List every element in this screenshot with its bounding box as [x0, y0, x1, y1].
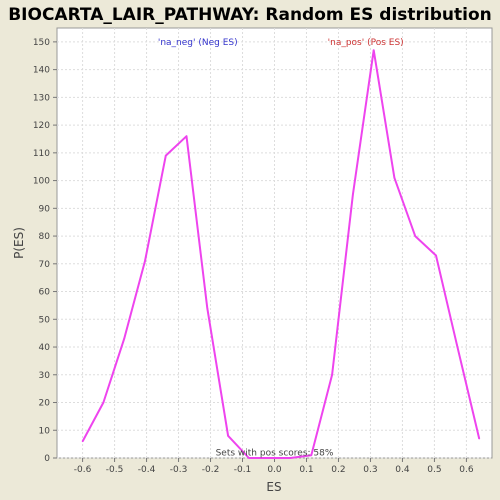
data-point: [206, 307, 209, 309]
x-tick-label: 0.4: [395, 465, 410, 475]
y-tick-label: 100: [33, 177, 50, 187]
y-tick-label: 110: [33, 149, 50, 159]
data-point: [372, 49, 375, 51]
y-tick-label: 70: [39, 260, 51, 270]
x-tick-label: 0.1: [299, 465, 313, 475]
x-tick-label: 0.3: [363, 465, 377, 475]
annotation-label: Sets with pos scores: 58%: [216, 448, 334, 458]
data-point: [352, 193, 354, 196]
data-point: [435, 254, 437, 257]
y-tick-label: 20: [39, 399, 51, 409]
x-tick-label: 0.5: [427, 465, 441, 475]
data-point: [248, 457, 250, 459]
data-point: [144, 260, 146, 262]
chart-title: BIOCARTA_LAIR_PATHWAY: Random ES distrib…: [8, 5, 492, 25]
y-axis-label: P(ES): [12, 227, 26, 259]
data-point: [310, 454, 313, 457]
data-point: [289, 457, 292, 459]
data-point: [185, 135, 188, 137]
x-tick-label: -0.2: [202, 465, 220, 475]
annotation-label: 'na_neg' (Neg ES): [158, 38, 238, 48]
data-point: [164, 154, 167, 157]
series-layer: [81, 49, 481, 459]
y-axis-ticks: 0 10 20 30 40 50 60 70 80 90 100 110 120 130 140 150: [33, 38, 57, 464]
data-point: [478, 437, 481, 440]
data-point: [393, 177, 396, 179]
x-tick-label: -0.1: [234, 465, 252, 475]
data-point: [102, 401, 105, 404]
data-point: [414, 235, 417, 237]
annotations: 'na_neg' (Neg ES) 'na_pos' (Pos ES) Sets w…: [158, 38, 404, 459]
x-tick-label: -0.6: [74, 465, 92, 475]
data-point: [331, 373, 333, 376]
data-point: [268, 457, 271, 459]
x-tick-label: 0.2: [331, 465, 345, 475]
x-tick-label: -0.4: [138, 465, 156, 475]
annotation-label: 'na_pos' (Pos ES): [328, 38, 404, 48]
series-line: [81, 49, 481, 459]
data-point: [81, 440, 84, 443]
y-tick-label: 140: [33, 66, 50, 76]
x-tick-label: 0.0: [267, 465, 282, 475]
x-tick-label: 0.6: [459, 465, 474, 475]
plot-area: [56, 27, 493, 459]
data-point: [456, 343, 458, 346]
y-tick-label: 150: [33, 38, 50, 48]
y-tick-label: 40: [39, 343, 51, 353]
x-tick-label: -0.3: [170, 465, 188, 475]
y-tick-label: 90: [39, 204, 51, 214]
y-tick-label: 80: [39, 232, 51, 242]
y-tick-label: 0: [44, 454, 50, 464]
data-point: [123, 337, 125, 340]
y-tick-label: 10: [39, 426, 51, 436]
data-point: [227, 435, 229, 437]
x-tick-label: -0.5: [106, 465, 124, 475]
x-axis-label: ES: [266, 480, 281, 494]
y-tick-label: 30: [39, 371, 51, 381]
y-tick-label: 60: [39, 288, 51, 298]
y-tick-label: 130: [33, 93, 50, 103]
x-axis-ticks: -0.6 -0.5 -0.4 -0.3 -0.2 -0.1 0.0 0.1 0.2 0.3 0.4 0…: [74, 458, 474, 475]
y-tick-label: 120: [33, 121, 50, 131]
grid: [57, 28, 492, 459]
y-tick-label: 50: [39, 315, 51, 325]
